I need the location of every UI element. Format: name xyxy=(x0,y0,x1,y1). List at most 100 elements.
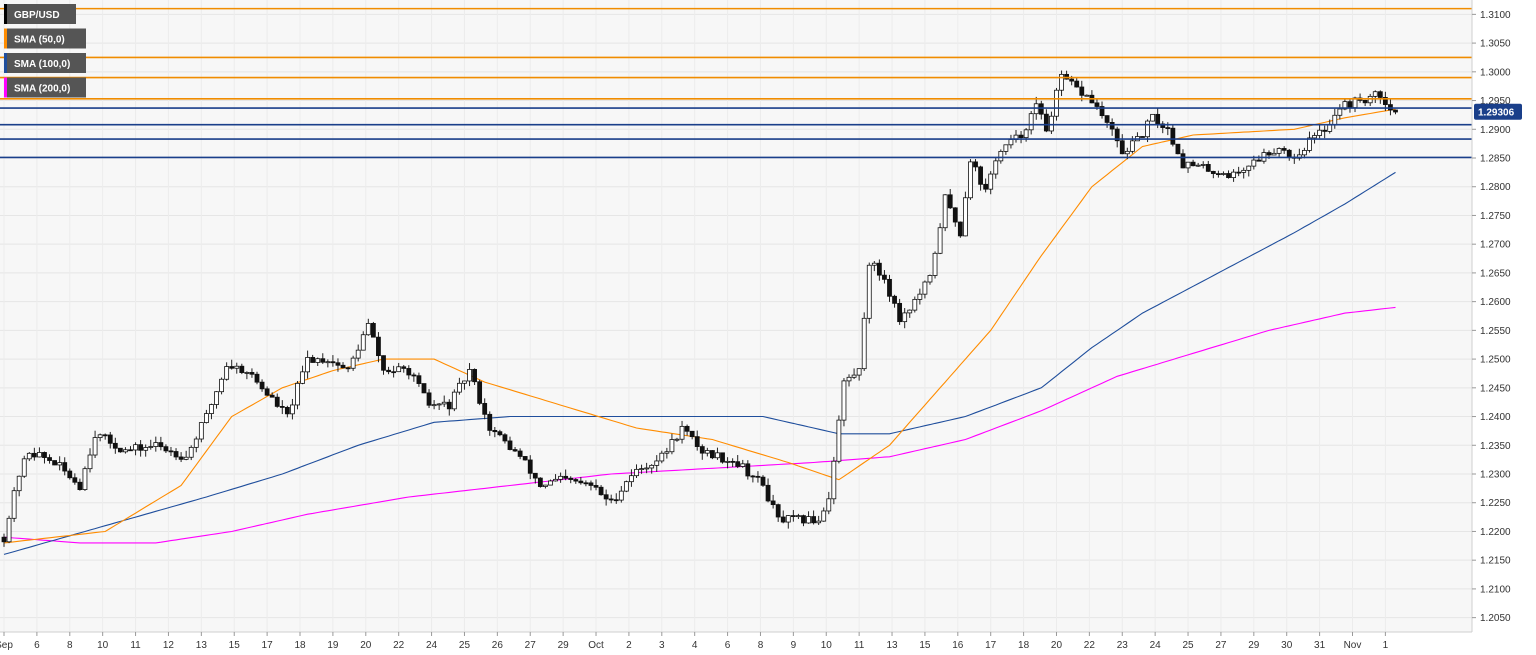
candle-bullish xyxy=(224,366,230,380)
candle-bearish xyxy=(887,278,892,297)
candle-bearish xyxy=(775,504,781,518)
candle-bearish xyxy=(801,515,806,524)
candle-bullish xyxy=(1195,164,1201,167)
candle-bearish xyxy=(588,482,594,486)
x-tick-label: 18 xyxy=(294,640,306,651)
candle-bullish xyxy=(846,376,852,382)
legend-label: GBP/USD xyxy=(14,10,60,21)
candle-bearish xyxy=(1099,106,1105,117)
candle-bearish xyxy=(72,477,78,483)
candle-bullish xyxy=(1241,169,1247,173)
candle-bullish xyxy=(1251,159,1257,167)
candle-bearish xyxy=(1155,113,1161,125)
candle-bearish xyxy=(128,449,133,452)
x-tick-label: 25 xyxy=(459,640,471,651)
sma-100-line xyxy=(3,171,1396,555)
x-axis-ticks: Sep68101112131517181920222425262729Oct23… xyxy=(0,632,1389,651)
candle-bullish xyxy=(932,252,938,276)
candle-bearish xyxy=(563,475,569,479)
candle-bullish xyxy=(396,366,402,373)
candle-bullish xyxy=(1129,140,1135,152)
candle-bullish xyxy=(1084,94,1090,97)
candle-bearish xyxy=(502,434,508,442)
candle-bearish xyxy=(472,369,477,383)
candle-bullish xyxy=(917,293,923,300)
candle-bearish xyxy=(1114,128,1120,142)
candle-bearish xyxy=(426,392,432,406)
candle-bullish xyxy=(1327,124,1333,132)
x-tick-label: 13 xyxy=(196,640,208,651)
candle-bullish xyxy=(467,369,472,382)
candle-bullish xyxy=(866,264,872,319)
candle-bullish xyxy=(1185,161,1191,169)
candle-bearish xyxy=(689,430,695,438)
x-tick-label: Sep xyxy=(0,640,13,651)
candle-bullish xyxy=(315,358,321,363)
candle-bullish xyxy=(1337,108,1343,116)
candle-bearish xyxy=(790,515,796,517)
y-tick-label: 1.2650 xyxy=(1480,268,1511,279)
candle-bullish xyxy=(1246,165,1252,171)
candle-bullish xyxy=(133,444,138,451)
candle-bullish xyxy=(922,281,928,295)
candle-bullish xyxy=(856,368,862,376)
candle-bearish xyxy=(279,406,285,408)
candle-bullish xyxy=(644,467,650,470)
candle-bullish xyxy=(305,357,311,373)
candle-bullish xyxy=(295,382,300,406)
candle-bullish xyxy=(831,460,837,500)
y-tick-label: 1.2600 xyxy=(1480,297,1511,308)
candle-bullish xyxy=(325,361,331,364)
last-price-tag: 1.29306 xyxy=(1474,103,1522,120)
candle-bullish xyxy=(1342,101,1348,110)
y-tick-label: 1.2550 xyxy=(1480,326,1511,337)
candle-bullish xyxy=(679,425,685,440)
candle-bearish xyxy=(882,274,887,280)
candle-bearish xyxy=(1104,115,1110,123)
candle-bearish xyxy=(259,381,265,390)
candle-bullish xyxy=(1059,73,1064,91)
x-tick-label: 27 xyxy=(525,640,537,651)
x-tick-label: 19 xyxy=(327,640,339,651)
candle-bearish xyxy=(406,368,412,376)
candle-bearish xyxy=(52,460,57,466)
candle-bearish xyxy=(1170,127,1176,145)
candle-bearish xyxy=(254,373,260,383)
candle-bearish xyxy=(229,366,235,369)
candle-bullish xyxy=(993,160,999,175)
candle-bearish xyxy=(1322,129,1328,132)
candle-bearish xyxy=(274,396,280,407)
candle-bearish xyxy=(1064,73,1069,80)
y-tick-label: 1.2750 xyxy=(1480,211,1511,222)
candle-bullish xyxy=(1302,150,1307,156)
candle-bullish xyxy=(57,462,63,466)
y-tick-label: 1.3100 xyxy=(1480,10,1511,21)
x-tick-label: 1 xyxy=(1383,640,1389,651)
last-price-badge xyxy=(1474,103,1522,120)
candle-bullish xyxy=(1221,173,1226,175)
candle-bearish xyxy=(952,207,958,223)
candle-bullish xyxy=(664,451,670,454)
candle-bullish xyxy=(244,372,250,374)
legend-swatch xyxy=(4,77,7,98)
candle-bearish xyxy=(699,446,705,454)
candle-bullish xyxy=(1049,115,1054,132)
candle-bullish xyxy=(543,484,548,487)
horizontal-levels xyxy=(0,7,1472,159)
candle-bullish xyxy=(365,323,371,336)
x-tick-label: 4 xyxy=(692,640,698,651)
candle-bullish xyxy=(548,480,553,486)
candle-bullish xyxy=(963,197,968,237)
candle-bullish xyxy=(806,516,811,524)
candle-bullish xyxy=(1054,89,1059,117)
x-tick-label: 11 xyxy=(854,640,865,651)
candle-bullish xyxy=(26,452,32,460)
x-tick-label: 30 xyxy=(1281,640,1293,651)
candle-bearish xyxy=(173,451,179,458)
candle-bullish xyxy=(623,481,629,492)
x-tick-label: 20 xyxy=(1051,640,1063,651)
candle-bullish xyxy=(436,403,442,406)
candle-bullish xyxy=(21,458,27,477)
candle-bullish xyxy=(654,460,660,466)
candle-bearish xyxy=(1069,78,1075,82)
